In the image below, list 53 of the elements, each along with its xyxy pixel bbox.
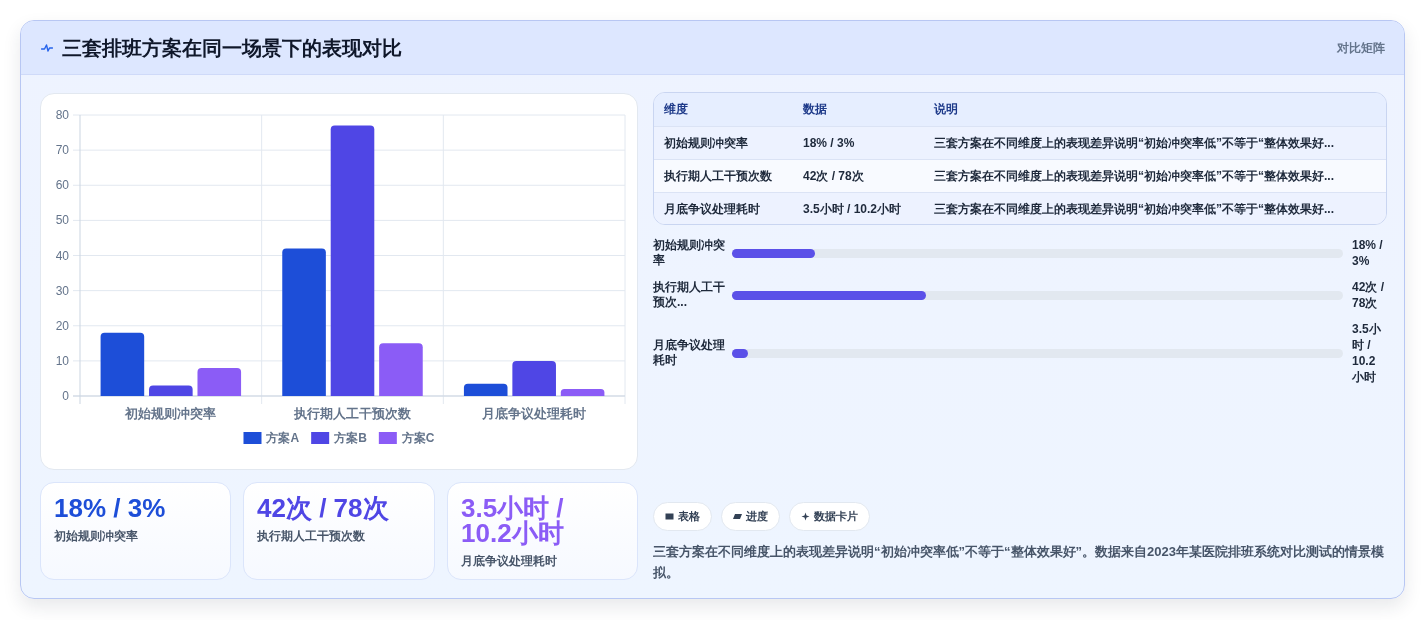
data-label: 18% / 3%: [1352, 237, 1384, 269]
y-tick-label: 20: [55, 318, 70, 333]
text: 3.5小时 / 10.2小时: [461, 493, 565, 548]
category-label: 数据卡片: [814, 509, 858, 524]
category-label: 维度: [664, 101, 688, 118]
text: 月底争议处理耗时: [461, 553, 558, 569]
y-tick-label: 50: [55, 213, 70, 228]
legend-label: 方案B: [333, 431, 368, 445]
text: 三套方案在不同维度上的表现差异说明“初始冲突率低”不等于“整体效果好”。数据来自2023年某医院排班系统对比测试的情景模拟。: [653, 543, 1385, 582]
text: 42次 / 78次: [803, 169, 864, 183]
x-tick-label: 月底争议处理耗时: [481, 405, 587, 421]
y-tick-label: 70: [55, 143, 70, 158]
text: 三套方案在不同维度上的表现差异说明“初始冲突率低”不等于“整体效果好...: [934, 202, 1335, 216]
bar: [149, 385, 193, 396]
category-label: 进度: [746, 509, 768, 524]
text: 三套排班方案在同一场景下的表现对比: [62, 36, 402, 61]
text: 18% / 3%: [54, 493, 167, 523]
text: 对比矩阵: [1337, 40, 1385, 57]
bar: [330, 125, 375, 396]
category-label: 表格: [678, 509, 700, 524]
bar: [512, 360, 556, 396]
text: 初始规则冲突率: [664, 136, 748, 150]
text: 18% / 3%: [803, 136, 855, 150]
bar: [282, 248, 326, 396]
y-tick-label: 60: [55, 178, 70, 193]
y-tick-label: 10: [55, 353, 70, 368]
legend-label: 方案C: [400, 431, 435, 445]
text: 3.5小时 / 10.2小时: [803, 202, 902, 216]
text: 三套方案在不同维度上的表现差异说明“初始冲突率低”不等于“整体效果好...: [934, 169, 1335, 183]
text: 三套方案在不同维度上的表现差异说明“初始冲突率低”不等于“整体效果好...: [934, 136, 1335, 150]
text: 42次 / 78次: [257, 493, 390, 523]
bar: [560, 388, 605, 396]
bar: [197, 367, 242, 396]
x-tick-label: 初始规则冲突率: [124, 405, 217, 421]
text: 月底争议处理耗时: [664, 202, 760, 216]
data-label: 42次 / 78次: [1352, 279, 1385, 311]
x-tick-label: 执行期人工干预次数: [293, 405, 412, 421]
data-label: 3.5小时 / 10.2小时: [1352, 321, 1382, 385]
bar: [100, 332, 145, 396]
y-tick-label: 30: [55, 283, 70, 298]
y-tick-label: 执行期人工干预次...: [653, 280, 726, 310]
y-tick-label: 40: [55, 248, 70, 263]
bar: [379, 343, 423, 396]
text: 执行期人工干预次数: [257, 528, 366, 544]
y-tick-label: 月底争议处理耗时: [653, 338, 726, 368]
y-tick-label: 0: [62, 389, 70, 403]
legend-label: 方案A: [265, 431, 300, 445]
y-tick-label: 初始规则冲突率: [653, 238, 726, 268]
y-tick-label: 80: [55, 108, 70, 122]
text: 执行期人工干预次数: [664, 169, 772, 183]
category-label: 数据: [803, 101, 827, 118]
category-label: 说明: [934, 101, 958, 118]
bar: [463, 383, 508, 396]
